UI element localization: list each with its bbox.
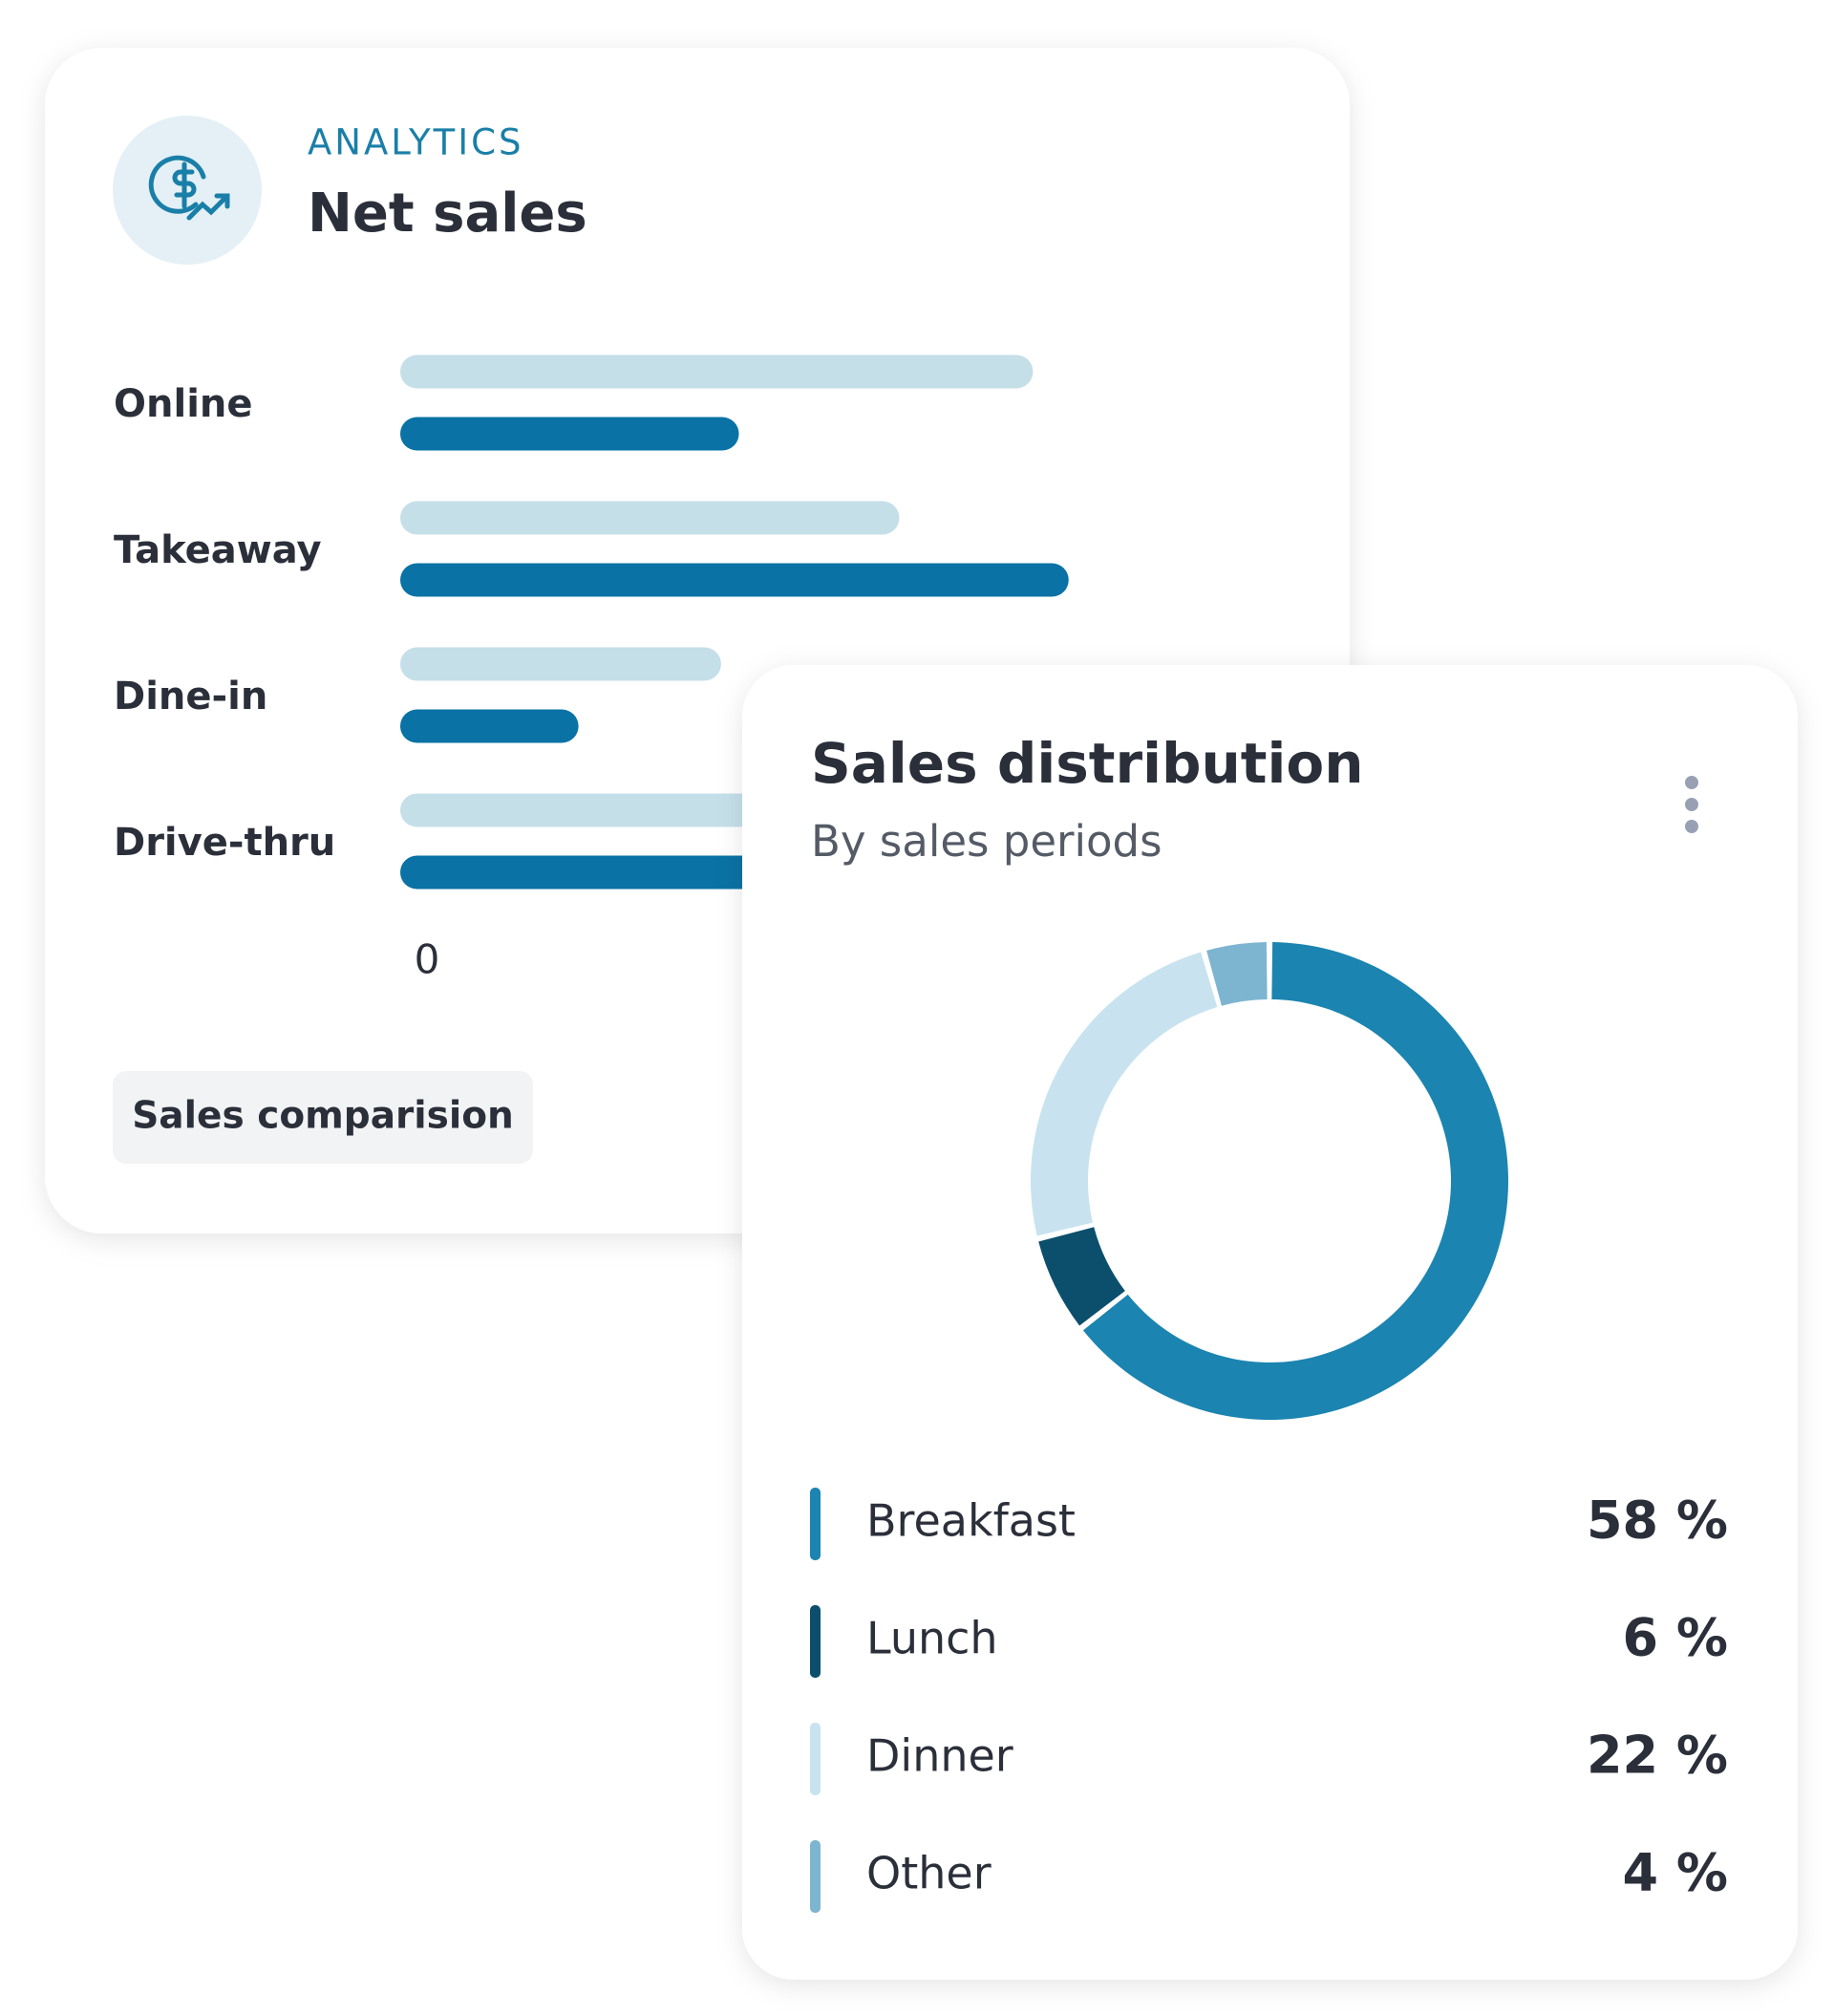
donut-segment — [1038, 1227, 1125, 1326]
legend-marker — [810, 1840, 821, 1913]
bar — [400, 501, 900, 535]
bar — [400, 563, 1069, 597]
donut-segment — [1206, 942, 1268, 1006]
value-label: 58 % — [1587, 1491, 1728, 1551]
legend-label: Other — [866, 1848, 992, 1899]
sales-icon — [148, 155, 230, 221]
button-label[interactable]: Sales comparision — [132, 1095, 514, 1138]
legend-label: Dinner — [866, 1730, 1013, 1782]
more-menu[interactable] — [1685, 776, 1698, 833]
value-label: 22 % — [1587, 1726, 1728, 1786]
category-label: Drive-thru — [114, 821, 335, 865]
card-eyebrow: ANALYTICS — [308, 122, 523, 163]
sales-distribution-card: Sales distribution By sales periods Brea… — [742, 665, 1798, 1980]
legend-marker — [810, 1488, 821, 1560]
category-label: Dine-in — [114, 675, 267, 718]
bar — [400, 417, 739, 451]
icon-background — [113, 116, 262, 265]
legend-label: Lunch — [866, 1613, 998, 1664]
card-title: Sales distribution — [811, 731, 1364, 796]
category-label: Online — [114, 382, 253, 426]
card-subtitle: By sales periods — [811, 816, 1162, 867]
legend-marker — [810, 1605, 821, 1678]
bar — [400, 647, 721, 681]
category-label: Takeaway — [114, 528, 322, 572]
x-tick-label: 0 — [415, 936, 440, 983]
button-background[interactable] — [113, 1071, 533, 1164]
value-label: 4 % — [1623, 1843, 1728, 1903]
donut-segment — [1031, 952, 1218, 1236]
card-background — [742, 665, 1798, 1980]
legend-marker — [810, 1723, 821, 1795]
bar — [400, 855, 801, 890]
legend-label: Breakfast — [866, 1495, 1076, 1547]
bar — [400, 709, 579, 743]
bar — [400, 793, 846, 827]
card-title: Net sales — [308, 182, 587, 245]
value-label: 6 % — [1623, 1608, 1728, 1668]
bar — [400, 354, 1034, 389]
